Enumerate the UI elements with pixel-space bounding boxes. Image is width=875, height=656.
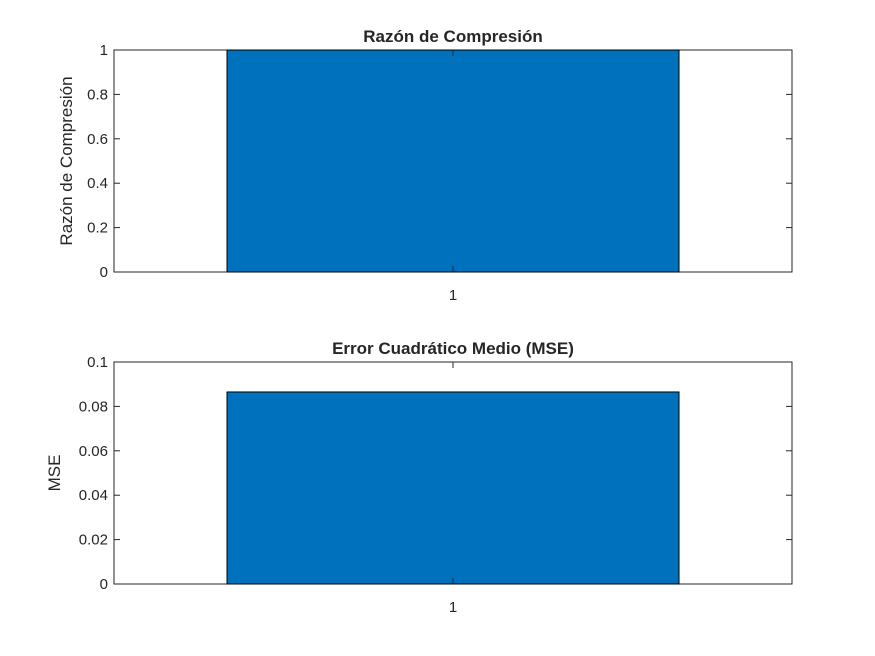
y-tick-label: 0.8: [87, 86, 108, 103]
y-tick-label: 0.02: [79, 532, 108, 549]
bar: [226, 391, 680, 585]
y-axis-label: Razón de Compresión: [57, 76, 76, 245]
y-tick-label: 0: [100, 264, 108, 281]
mse-subplot: 0 0.02 0.04 0.06 0.08 0.1 1 Error Cuadrático M…: [45, 339, 793, 616]
compression-ratio-subplot: 0 0.2 0.4 0.6 0.8 1 1 Razón de Compresión Razó…: [57, 27, 793, 304]
y-tick-label: 0.2: [87, 220, 108, 237]
y-tick-label: 0.4: [87, 175, 108, 192]
y-tick-label: 0.1: [87, 354, 108, 371]
chart-title: Razón de Compresión: [363, 27, 542, 46]
y-axis-label: MSE: [45, 455, 64, 492]
y-tick-label: 1: [100, 42, 108, 59]
y-tick-label: 0.6: [87, 131, 108, 148]
chart-title: Error Cuadrático Medio (MSE): [332, 339, 574, 358]
bar: [226, 49, 680, 273]
x-tick-label: 1: [449, 599, 457, 616]
y-tick-label: 0.08: [79, 398, 108, 415]
y-tick-label: 0: [100, 576, 108, 593]
y-tick-label: 0.06: [79, 443, 108, 460]
y-tick-label: 0.04: [79, 487, 108, 504]
x-tick-label: 1: [449, 287, 457, 304]
